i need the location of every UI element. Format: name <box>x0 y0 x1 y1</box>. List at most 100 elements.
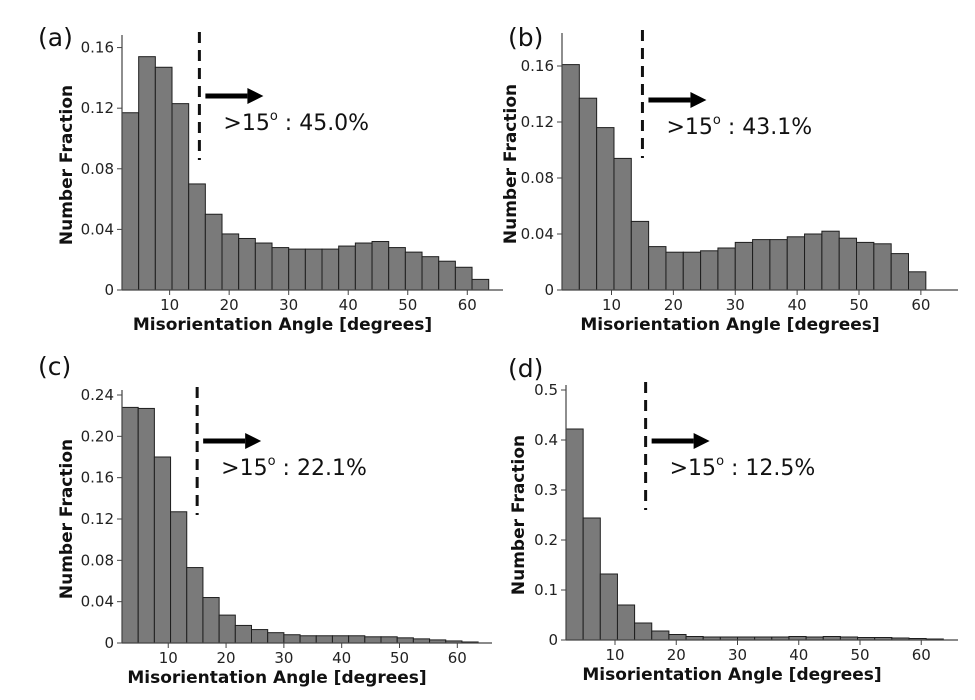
x-tick-label: 20 <box>220 296 239 314</box>
annotation-degree: o <box>713 113 721 128</box>
x-tick-label: 10 <box>159 649 178 667</box>
y-tick-label: 0.12 <box>521 113 554 131</box>
histogram-bar <box>648 246 667 291</box>
panel-4: (d) 0 0.1 0.2 0.3 0.4 0.5 10 20 30 40 50 60 Misorient… <box>508 354 958 685</box>
histogram-bar <box>634 622 653 641</box>
y-tick-label: 0.12 <box>81 510 114 528</box>
panel-2: (b) 0 0.04 0.08 0.12 0.16 10 20 30 40 50 60 Misorien… <box>501 23 958 335</box>
histogram-bar <box>804 233 823 291</box>
histogram-bar <box>404 251 423 291</box>
annotation-prefix: >15 <box>223 111 269 136</box>
histogram-bar <box>734 241 754 291</box>
histogram-bar <box>873 243 892 291</box>
annotation-value: : 22.1% <box>276 456 367 481</box>
histogram-bar <box>717 247 736 291</box>
panel-letter: (d) <box>508 354 543 383</box>
x-tick-label: 30 <box>728 646 747 664</box>
histogram-bar <box>616 604 636 641</box>
x-tick-label: 50 <box>850 646 869 664</box>
percentage-annotation: >15o : 43.1% <box>666 113 812 140</box>
histogram-bar <box>630 220 650 291</box>
x-tick-label: 30 <box>726 296 745 314</box>
panel-letter: (a) <box>38 23 73 52</box>
y-axis-title: Number Fraction <box>57 85 77 245</box>
y-tick-label: 0.08 <box>521 169 554 187</box>
x-axis-title: Misorientation Angle [degrees] <box>127 668 426 688</box>
y-tick-label: 0.2 <box>534 531 558 549</box>
histogram-bar <box>838 237 858 291</box>
x-axis-title: Misorientation Angle [degrees] <box>582 665 881 685</box>
histogram-bar <box>186 567 204 644</box>
arrow-head-icon <box>690 92 707 108</box>
histogram-bar <box>599 573 618 641</box>
histogram-bar <box>304 248 323 291</box>
histogram-bar <box>238 237 256 291</box>
arrow-head-icon <box>693 433 710 449</box>
histogram-bar <box>388 247 406 291</box>
panel-1: (a) 0 0.04 0.08 0.12 0.16 10 20 30 40 50 60 Misorien… <box>38 23 503 335</box>
y-tick-label: 0.04 <box>521 225 554 243</box>
histogram-bar <box>121 112 140 291</box>
histogram-bar <box>338 245 356 291</box>
panel-letter: (c) <box>38 352 71 381</box>
histogram-bar <box>299 635 317 644</box>
x-tick-label: 40 <box>332 649 351 667</box>
histogram-bar <box>348 635 366 644</box>
annotation-degree: o <box>716 454 724 469</box>
percentage-annotation: >15o : 45.0% <box>223 109 369 136</box>
y-tick-label: 0.3 <box>534 481 558 499</box>
histogram-bar <box>380 636 398 644</box>
histogram-bar <box>315 635 333 644</box>
histogram-bar <box>582 517 601 641</box>
x-tick-label: 30 <box>274 649 293 667</box>
histogram-bar <box>471 278 490 291</box>
histogram-bar <box>396 637 414 644</box>
histogram-bar <box>251 629 269 644</box>
histogram-bar <box>668 634 687 641</box>
histogram-bar <box>171 103 190 291</box>
histogram-bar <box>288 248 306 291</box>
x-tick-label: 50 <box>390 649 409 667</box>
y-tick-label: 0.16 <box>81 469 114 487</box>
x-tick-label: 50 <box>849 296 868 314</box>
histogram-bar <box>438 260 456 291</box>
histogram-bar <box>138 56 156 291</box>
histogram-bar <box>254 242 273 291</box>
y-tick-label: 0.4 <box>534 431 558 449</box>
arrow-head-icon <box>247 88 264 104</box>
panel-3: (c) 0 0.04 0.08 0.12 0.16 0.20 0.24 10 20 30 40 50 60… <box>38 352 492 688</box>
histogram-bar <box>890 253 909 291</box>
x-tick-label: 10 <box>605 646 624 664</box>
histogram-bar <box>202 597 220 644</box>
histogram-bar <box>331 635 350 644</box>
y-tick-label: 0.12 <box>81 99 114 117</box>
histogram-bar <box>596 127 615 291</box>
histogram-bar <box>121 406 139 644</box>
histogram-bar <box>421 256 440 291</box>
histogram-bar <box>188 183 206 291</box>
y-tick-label: 0.5 <box>534 381 558 399</box>
percentage-annotation: >15o : 12.5% <box>670 454 816 481</box>
annotation-value: : 43.1% <box>721 115 812 140</box>
y-tick-label: 0.20 <box>81 427 114 445</box>
x-axis-title: Misorientation Angle [degrees] <box>133 315 432 335</box>
annotation-value: : 45.0% <box>278 111 369 136</box>
x-tick-label: 60 <box>912 646 931 664</box>
histogram-bar <box>856 241 875 291</box>
annotation-prefix: >15 <box>670 456 716 481</box>
y-tick-label: 0 <box>104 281 114 299</box>
y-axis-title: Number Fraction <box>57 439 77 599</box>
histogram-bar <box>821 230 840 291</box>
y-axis-title: Number Fraction <box>501 84 521 244</box>
y-tick-label: 0.1 <box>534 581 558 599</box>
x-tick-label: 20 <box>664 296 683 314</box>
x-tick-label: 40 <box>788 296 807 314</box>
arrow-head-icon <box>245 433 262 449</box>
histogram-bar <box>283 634 301 644</box>
histogram-bar <box>412 638 431 644</box>
percentage-annotation: >15o : 22.1% <box>221 454 367 481</box>
y-tick-label: 0.04 <box>81 220 114 238</box>
x-tick-label: 20 <box>667 646 686 664</box>
x-tick-label: 10 <box>160 296 179 314</box>
